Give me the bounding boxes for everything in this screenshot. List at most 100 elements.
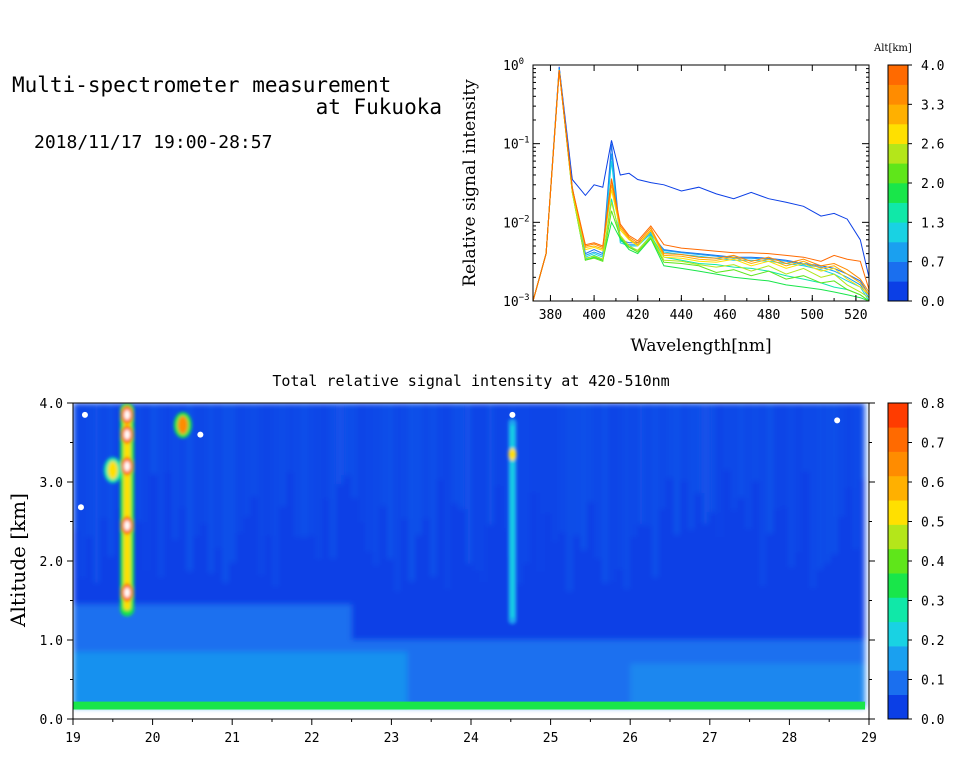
heatmap-x-tick-label: 29 [861,731,877,746]
heatmap-texture-streak [366,403,371,552]
heatmap-x-tick-label: 21 [224,731,240,746]
heatmap-texture-streak [180,403,185,508]
heatmap-texture-streak [610,403,615,583]
heatmap-texture-streak [345,403,350,476]
spectrum-series-line [533,66,869,301]
heatmap-y-tick-label: 4.0 [40,397,63,412]
altitude-colorbar-swatch [888,183,908,203]
spectrum-x-tick-label: 400 [582,308,605,323]
heatmap-y-tick-label: 3.0 [40,476,63,491]
heatmap-texture-streak [753,403,758,482]
heatmap-texture-streak [445,403,450,590]
heatmap-texture-streak [402,403,407,519]
heatmap-texture-streak [839,403,844,517]
altitude-colorbar-tick-label: 0.7 [921,256,944,271]
spectrum-series-line [533,70,869,301]
heatmap-dropout-spot [197,431,204,438]
heatmap-texture-streak [732,403,737,511]
heatmap-texture-streak [696,403,701,494]
heatmap-texture-streak [760,403,765,587]
heatmap-lower-layer [630,663,866,708]
heatmap-texture-streak [703,403,708,524]
heatmap-texture-streak [638,403,643,525]
heatmap-texture-streak [338,403,343,485]
heatmap-texture-streak [459,403,464,510]
heatmap-texture-streak [80,403,85,579]
heatmap-texture-streak [280,403,285,507]
heatmap-texture-streak [395,403,400,592]
heatmap-y-axis: 0.0 1.0 2.0 3.0 4.0 [40,397,875,728]
intensity-colorbar-tick-label: 0.2 [921,634,944,649]
heatmap-texture-streak [316,403,321,560]
altitude-colorbar-swatch [888,281,908,302]
intensity-colorbar-swatch [888,670,908,695]
heatmap-texture-streak [617,403,622,570]
spectrum-x-tick-label: 500 [801,308,824,323]
heatmap-texture-streak [796,403,801,553]
heatmap-texture-streak [689,403,694,530]
heatmap-texture-streak [488,403,493,525]
heatmap-y-tick-label: 1.0 [40,634,63,649]
intensity-colorbar-tick-label: 0.4 [921,555,945,570]
heatmap-texture-streak [574,403,579,536]
heatmap-texture-streak [287,403,292,472]
spectrum-x-tick-label: 520 [844,308,867,323]
heatmap-texture-streak [653,403,658,578]
heatmap-dropout-spot [509,411,516,418]
spectrum-ylabel: Relative signal intensity [460,79,480,287]
altitude-colorbar-swatch [888,261,908,282]
intensity-colorbar-swatch [888,573,908,598]
heatmap-surface-band [73,701,866,710]
heatmap-x-tick-label: 26 [622,731,638,746]
intensity-colorbar-swatch [888,548,908,574]
altitude-colorbar-tick-label: 1.3 [921,216,944,231]
heatmap-lower-layer [73,651,408,708]
spectrum-series-line [533,69,869,301]
heatmap-saturated-spot [124,429,131,440]
heatmap-texture-streak [158,403,163,578]
spectrum-y-tick-label: 100 [503,57,524,74]
heatmap-texture-streak [474,403,479,572]
altitude-colorbar-swatches [888,65,908,302]
intensity-colorbar-swatch [888,427,908,452]
spectrum-series-line [533,70,869,301]
spectrum-y-tick-label: 10−2 [503,214,530,231]
heatmap-texture-streak [101,403,106,519]
heatmap-texture-streak [681,403,686,481]
altitude-colorbar-tick-label: 2.0 [921,177,944,192]
heatmap-texture-streak [302,403,307,538]
heatmap-texture-streak [746,403,751,530]
heatmap-texture-streak [825,403,830,564]
heatmap-ylabel: Altitude [km] [6,493,30,628]
heatmap-texture-streak [531,403,536,493]
altitude-colorbar-tick-label: 3.3 [921,98,944,113]
intensity-colorbar-swatch [888,451,908,477]
figure-title-block: Multi-spectrometer measurement at Fukuok… [12,74,442,153]
heatmap-x-tick-label: 24 [463,731,479,746]
heatmap-texture-streak [775,403,780,510]
spectrum-chart: 380 400 420 440 460 480 500 520 100 10−1 10−2 10−3… [460,57,870,356]
spectrum-x-tick-label: 480 [757,308,780,323]
altitude-colorbar-swatch [888,65,908,85]
heatmap-texture-streak [259,403,264,576]
intensity-colorbar-tick-label: 0.8 [921,397,944,412]
spectrum-y-axis: 100 10−1 10−2 10−3 [503,57,869,310]
heatmap-texture-streak [552,403,557,542]
heatmap-texture-streak [438,403,443,480]
altitude-colorbar-swatch [888,242,908,262]
heatmap-texture-streak [524,403,529,564]
heatmap-texture-streak [495,403,500,487]
heatmap-x-tick-label: 20 [145,731,161,746]
spectrum-series-line [533,70,869,301]
heatmap-texture-streak [603,403,608,583]
heatmap-texture-streak [624,403,629,589]
heatmap-texture-streak [767,403,772,534]
heatmap-dropout-spot [81,411,88,418]
heatmap-x-tick-label: 23 [384,731,400,746]
heatmap-texture-streak [789,403,794,568]
heatmap-texture-streak [230,403,235,563]
heatmap-lower-layer [73,604,352,640]
spectrum-y-tick-label: 10−3 [503,293,530,310]
intensity-colorbar-tick-label: 0.5 [921,516,944,531]
heatmap-texture-streak [853,403,858,550]
